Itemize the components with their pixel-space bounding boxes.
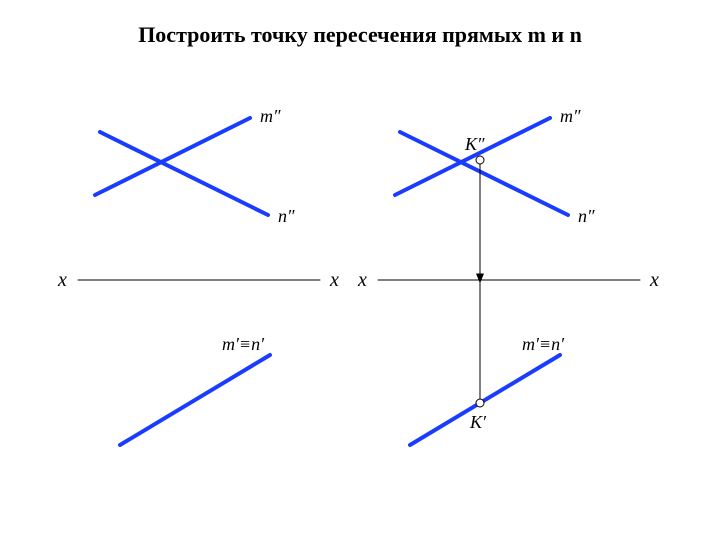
diagram-canvas: xxn″m″m′≡n′xxn″m″m′≡n′K″K′ [0,0,720,540]
geometry-line [95,118,250,195]
axis-label: x [57,269,67,291]
axis-label: x [357,269,367,291]
geometry-line [120,355,270,445]
point-label: K′ [469,412,487,432]
point-label: K″ [464,134,485,154]
intersection-point [476,399,484,407]
axis-label: x [329,269,339,291]
line-label: m′≡n′ [522,334,565,354]
intersection-point [476,156,484,164]
geometry-line [100,132,268,215]
axis-label: x [649,269,659,291]
line-label: m′≡n′ [222,334,265,354]
line-label: n″ [278,206,295,226]
line-label: n″ [578,206,595,226]
line-label: m″ [560,106,581,126]
geometry-line [395,118,550,195]
line-label: m″ [260,106,281,126]
